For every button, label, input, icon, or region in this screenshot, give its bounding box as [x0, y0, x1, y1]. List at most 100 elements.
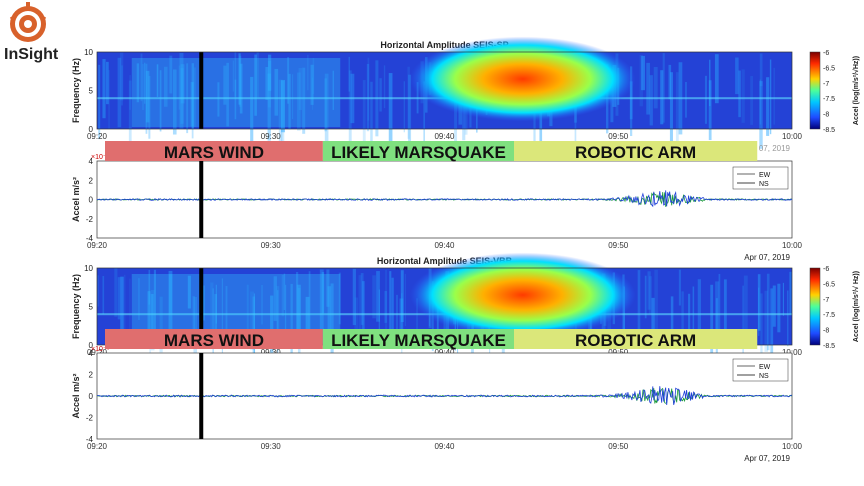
spectrogram-streak — [254, 54, 257, 116]
marsquake-energy — [409, 252, 636, 338]
event-marker — [199, 161, 204, 238]
y-tick-label: 0 — [89, 392, 94, 401]
spectrogram-streak — [117, 277, 121, 320]
spectrogram-streak — [376, 271, 380, 322]
spectrogram-streak — [297, 72, 301, 131]
spectrogram-streak — [787, 290, 789, 347]
event-band — [105, 141, 323, 161]
spectrogram-streak — [234, 52, 237, 97]
spectrogram-streak — [190, 82, 194, 127]
spectrogram-streak — [281, 274, 284, 317]
spectrogram-streak — [138, 278, 140, 321]
y-tick-label: 4 — [89, 349, 94, 358]
spectrogram-streak — [759, 81, 763, 149]
spectrogram-streak — [108, 70, 110, 129]
insight-logo-icon — [9, 2, 47, 42]
colorbar-tick-label: -8.5 — [823, 127, 835, 134]
x-tick-label: 09:40 — [434, 348, 455, 357]
waveform-2: ×10⁻⁶4 2 0 -2 -4 Accel m/s² 09:20 09:30 09:40 09:… — [71, 154, 803, 262]
spectrogram-streak — [180, 64, 185, 104]
event-marker — [199, 52, 204, 129]
spectrogram-streak — [129, 75, 131, 110]
spectrogram-streak — [326, 269, 330, 307]
spectrogram-streak — [338, 272, 341, 325]
event-band — [105, 329, 323, 349]
y-tick-label: -2 — [86, 414, 94, 423]
spectrogram-streak — [770, 288, 774, 358]
spectrogram-streak — [298, 68, 303, 110]
spectrogram-streak — [362, 80, 366, 149]
spectrogram-streak — [321, 272, 325, 314]
spectrogram-streak — [385, 269, 387, 330]
y-tick-label: 4 — [89, 157, 94, 166]
spectrogram-streak — [723, 279, 727, 332]
colorbar-tick-label: -6 — [823, 50, 829, 57]
spectrogram-streak — [708, 59, 711, 107]
spectrogram-streak — [769, 59, 772, 135]
spectrogram-streak — [148, 75, 151, 139]
y-tick-label: 0 — [89, 125, 94, 134]
y-tick-label: 5 — [89, 303, 94, 312]
event-band-label: ROBOTIC ARM — [575, 331, 696, 350]
spectrogram-streak — [102, 276, 105, 315]
spectrogram-streak — [136, 63, 140, 103]
spectrogram-streak — [297, 288, 301, 355]
event-band-label: LIKELY MARSQUAKE — [331, 143, 506, 162]
spectrogram-streak — [191, 63, 194, 129]
x-tick-label: 09:30 — [261, 132, 282, 141]
spectrogram-streak — [310, 64, 314, 105]
spectrogram-streak — [296, 284, 301, 335]
spectrogram-streak — [274, 68, 279, 116]
spectrogram-streak — [145, 70, 150, 123]
x-tick-label: 09:20 — [87, 132, 108, 141]
colorbar-label: Accel (log(m/s²/√Hz)) — [852, 56, 860, 125]
spectrogram-streak — [277, 290, 279, 363]
spectrogram-streak — [372, 275, 376, 319]
spectrogram-streak — [172, 69, 177, 135]
spectrogram-streak — [97, 275, 99, 307]
spectrogram-streak — [399, 298, 404, 345]
spectrogram-streak — [191, 82, 194, 139]
spectrogram-streak — [678, 269, 681, 306]
x-tick-label: 09:40 — [434, 132, 455, 141]
marsquake-energy — [409, 36, 636, 122]
spectrogram-streak — [789, 271, 792, 315]
legend-label: EW — [759, 172, 771, 179]
spectrogram-streak — [212, 288, 214, 361]
spectrogram-streak — [352, 268, 356, 326]
spectrogram-streak — [312, 57, 315, 95]
event-band-row: MARS WIND LIKELY MARSQUAKE ROBOTIC ARM — [105, 329, 758, 350]
spectrogram-streak — [742, 285, 744, 359]
legend-label: NS — [759, 181, 769, 188]
colorbar-tick-label: -8 — [823, 328, 829, 335]
spectrogram-streak — [379, 78, 382, 112]
spectrogram-streak — [102, 59, 106, 119]
colorbar — [809, 51, 821, 130]
spectrogram-streak — [305, 296, 310, 341]
spectrogram-streak — [388, 73, 393, 145]
spectrogram-streak — [180, 68, 184, 124]
spectrogram-streak — [378, 289, 380, 344]
waveform-4: ×10⁻⁶4 2 0 -2 -4 Accel m/s² 09:20 09:30 09:40 09:… — [71, 346, 803, 463]
spectrogram-streak — [226, 62, 229, 127]
spectrogram-streak — [654, 269, 658, 340]
spectrogram-streak — [574, 79, 577, 155]
x-tick-label: 09:30 — [261, 442, 282, 451]
date-label: Apr 07, 2019 — [744, 253, 790, 262]
legend-label: NS — [759, 373, 769, 380]
spectrogram-streak — [302, 67, 306, 134]
wind-energy — [131, 58, 341, 127]
event-band — [514, 141, 758, 161]
spectrogram-streak — [225, 286, 228, 334]
y-tick-label: 0 — [89, 196, 94, 205]
y-axis-label: Frequency (Hz) — [71, 274, 81, 339]
spectrogram-streak — [214, 294, 217, 337]
spectrogram-streak — [221, 278, 223, 355]
spectrogram-streak — [270, 295, 274, 353]
legend-box — [732, 358, 789, 382]
spectrogram-streak — [250, 76, 254, 151]
event-band-label: MARS WIND — [164, 331, 264, 350]
spectrogram-streak — [738, 70, 741, 118]
spectrogram-streak — [777, 283, 781, 333]
